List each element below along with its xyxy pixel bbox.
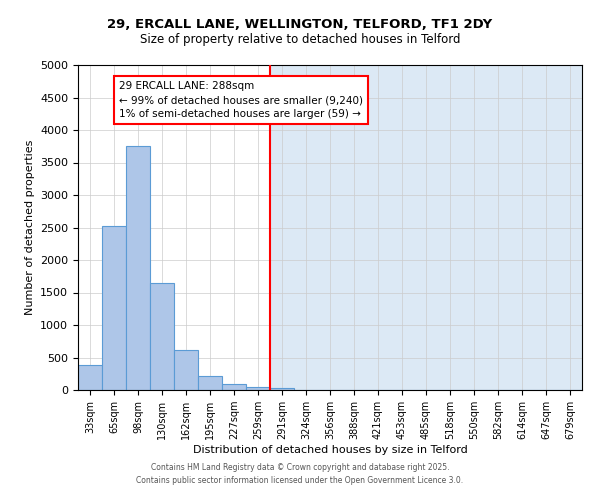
Bar (270, 388, 294, 390)
Bar (174, 350, 198, 390)
Text: Contains HM Land Registry data © Crown copyright and database right 2025.: Contains HM Land Registry data © Crown c… (151, 464, 449, 472)
Bar (246, 388, 270, 390)
X-axis label: Distribution of detached houses by size in Telford: Distribution of detached houses by size … (193, 445, 467, 455)
Bar (78, 366, 102, 390)
Text: 29, ERCALL LANE, WELLINGTON, TELFORD, TF1 2DY: 29, ERCALL LANE, WELLINGTON, TELFORD, TF… (107, 18, 493, 30)
Y-axis label: Number of detached properties: Number of detached properties (25, 140, 35, 315)
Text: Contains public sector information licensed under the Open Government Licence 3.: Contains public sector information licen… (136, 476, 464, 485)
Text: Size of property relative to detached houses in Telford: Size of property relative to detached ho… (140, 32, 460, 46)
Bar (126, 146, 150, 390)
Bar (102, 226, 126, 390)
Bar (198, 376, 222, 390)
Bar (150, 283, 174, 390)
Text: 29 ERCALL LANE: 288sqm
← 99% of detached houses are smaller (9,240)
1% of semi-d: 29 ERCALL LANE: 288sqm ← 99% of detached… (119, 81, 363, 119)
Bar (222, 384, 246, 390)
Bar (270, 65, 582, 390)
